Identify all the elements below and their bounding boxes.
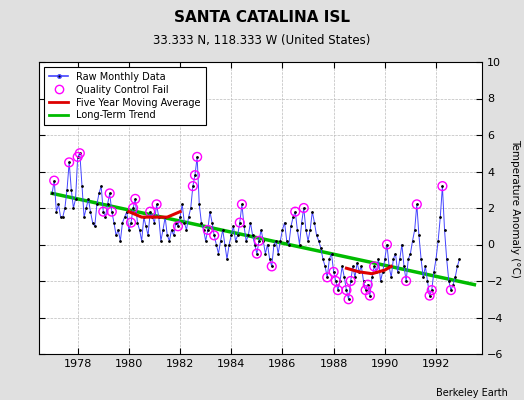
Point [191,172,199,178]
Point [255,238,263,244]
Point [364,282,372,288]
Point [383,241,391,248]
Point [291,208,299,215]
Y-axis label: Temperature Anomaly (°C): Temperature Anomaly (°C) [510,138,520,278]
Point [323,274,331,280]
Point [402,278,410,284]
Point [107,208,116,215]
Point [334,287,342,293]
Text: SANTA CATALINA ISL: SANTA CATALINA ISL [174,10,350,25]
Point [129,205,137,211]
Point [253,250,261,257]
Point [99,208,107,215]
Text: Berkeley Earth: Berkeley Earth [436,388,508,398]
Point [268,263,276,270]
Point [105,190,114,197]
Point [346,278,355,284]
Point [193,154,201,160]
Point [127,219,135,226]
Point [342,287,351,293]
Point [425,292,434,299]
Point [362,287,370,293]
Point [238,201,246,208]
Point [447,287,455,293]
Point [300,205,308,211]
Point [174,223,182,230]
Point [189,183,197,189]
Point [75,150,84,156]
Point [152,201,161,208]
Point [236,219,244,226]
Point [146,208,155,215]
Point [50,178,58,184]
Point [344,296,353,302]
Point [330,269,338,275]
Point [412,201,421,208]
Point [65,159,73,166]
Point [428,287,436,293]
Legend: Raw Monthly Data, Quality Control Fail, Five Year Moving Average, Long-Term Tren: Raw Monthly Data, Quality Control Fail, … [44,67,205,125]
Point [370,263,378,270]
Point [131,196,139,202]
Text: 33.333 N, 118.333 W (United States): 33.333 N, 118.333 W (United States) [154,34,370,47]
Point [332,278,340,284]
Point [204,227,212,233]
Point [366,292,374,299]
Point [438,183,446,189]
Point [210,232,219,238]
Point [73,154,82,160]
